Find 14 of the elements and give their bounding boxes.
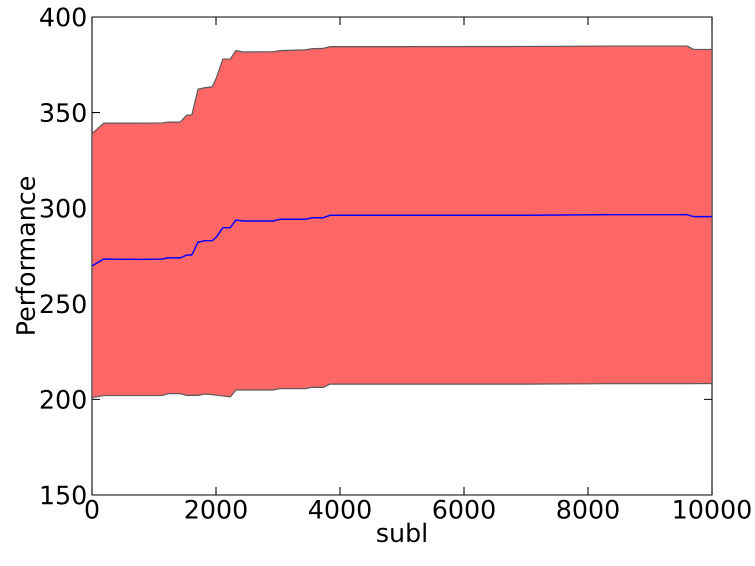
x-axis-title: subl: [377, 522, 426, 542]
y-tick-label: 350: [40, 103, 86, 122]
x-tick-label: 4000: [309, 500, 371, 519]
x-tick-label: 10000: [674, 500, 751, 519]
y-tick-label: 250: [40, 294, 86, 314]
x-tick-label: 8000: [557, 500, 619, 519]
y-tick-label: 400: [40, 7, 86, 27]
y-axis-title: Performance: [16, 177, 36, 334]
y-tick-label: 300: [40, 198, 86, 218]
y-tick-label: 200: [40, 390, 86, 409]
x-tick-label: 2000: [186, 500, 247, 519]
x-tick-label: 0: [86, 500, 98, 519]
x-tick-label: 6000: [434, 500, 495, 519]
y-tick-label: 150: [42, 485, 86, 505]
